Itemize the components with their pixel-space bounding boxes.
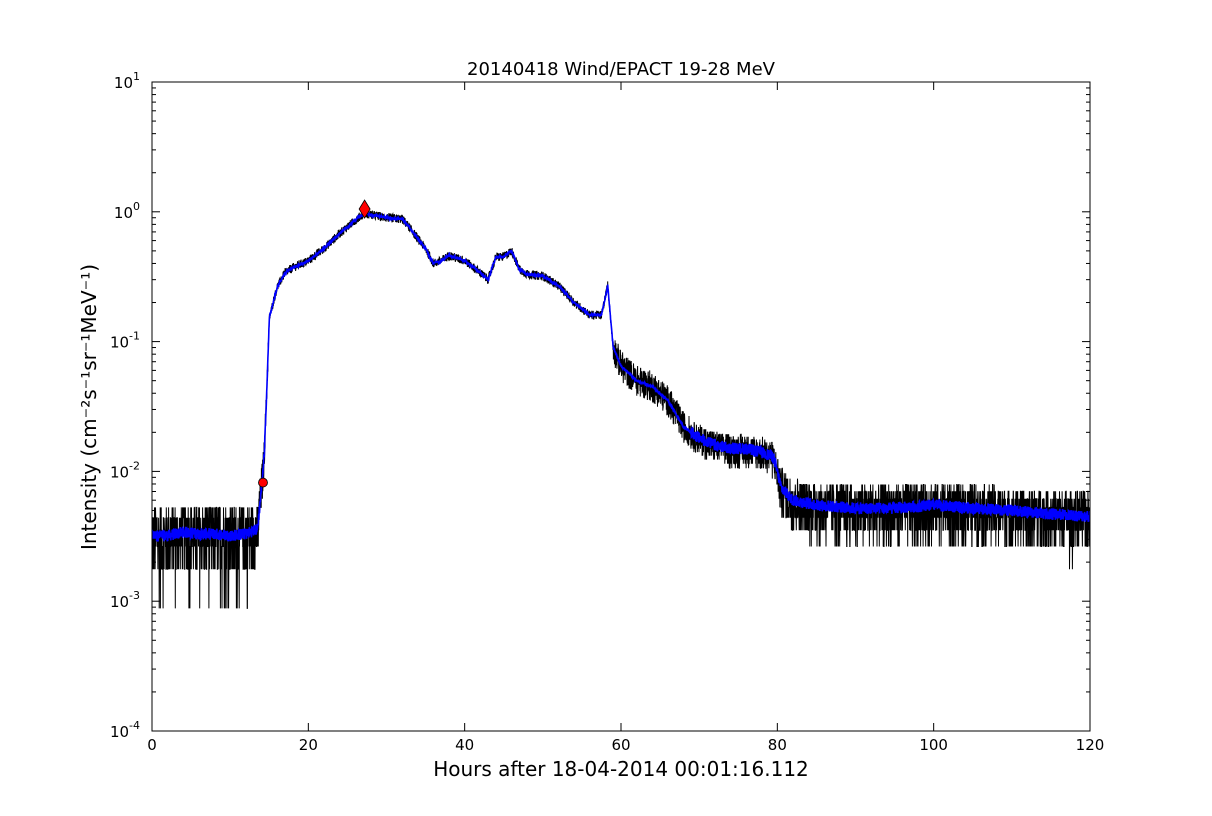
y-tick-label: 10-4: [110, 719, 140, 741]
plot-area: [152, 199, 1090, 609]
x-tick-label: 0: [147, 736, 157, 754]
x-tick-label: 20: [299, 736, 318, 754]
x-tick-label: 80: [768, 736, 787, 754]
y-tick-label: 10-1: [110, 330, 140, 352]
peak-marker: [358, 199, 371, 219]
y-tick-label: 100: [114, 200, 140, 222]
y-axis-label: Intensity (cm⁻²s⁻¹sr⁻¹MeV⁻¹): [77, 264, 101, 550]
plot-frame: [151, 81, 1091, 732]
x-tick-label: 100: [919, 736, 948, 754]
y-tick-label: 101: [114, 70, 140, 92]
x-axis-label: Hours after 18-04-2014 00:01:16.112: [433, 757, 809, 781]
smoothed-intensity-series: [152, 210, 1090, 543]
axis-ticks: 0 20 40 60 80 100 120 10-4 10-3 10-2 10-1 100 101: [110, 70, 1104, 754]
chart-title: 20140418 Wind/EPACT 19-28 MeV: [467, 59, 776, 80]
x-tick-label: 60: [611, 736, 630, 754]
x-tick-label: 40: [455, 736, 474, 754]
y-tick-label: 10-2: [110, 459, 140, 481]
x-tick-label: 120: [1076, 736, 1105, 754]
y-tick-label: 10-3: [110, 589, 140, 611]
onset-marker: [258, 477, 268, 488]
